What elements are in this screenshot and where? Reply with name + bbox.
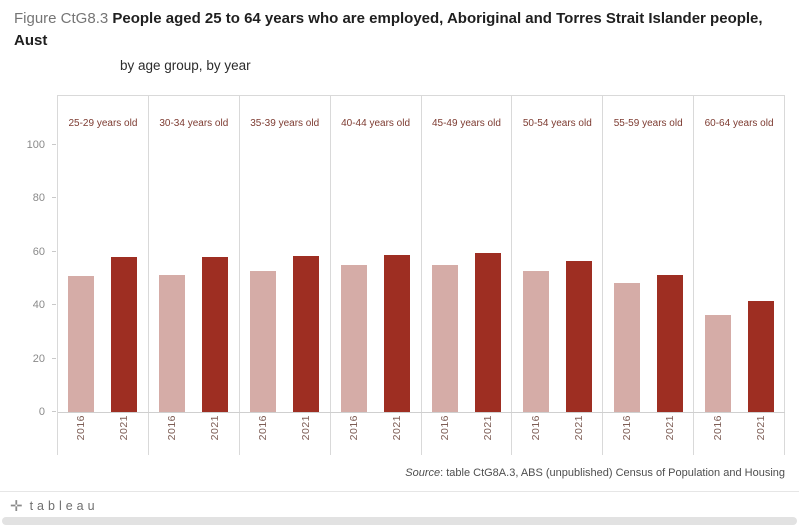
tableau-wordmark: tableau — [29, 499, 99, 513]
y-tick-mark — [52, 411, 56, 412]
year-axis-label: 2021 — [209, 415, 222, 441]
year-axis-label: 2021 — [663, 415, 676, 441]
y-tick-label: 100 — [26, 139, 45, 151]
panel-35-39-years-old: 35-39 years old 2016 2021 — [240, 96, 331, 455]
bar-2021-35-39-years-old[interactable] — [293, 255, 320, 412]
panel-25-29-years-old: 25-29 years old 2016 2021 — [58, 96, 149, 455]
year-axis-label: 2021 — [118, 415, 131, 441]
bars-row — [512, 96, 602, 412]
y-tick-mark — [52, 144, 56, 145]
bar-2016-60-64-years-old[interactable] — [704, 314, 731, 412]
bar-2021-30-34-years-old[interactable] — [202, 257, 229, 412]
bars-row — [58, 96, 148, 412]
year-labels-row: 2016 2021 — [422, 412, 512, 454]
year-axis-label: 2021 — [391, 415, 404, 441]
x-axis-baseline — [58, 412, 785, 413]
year-labels-row: 2016 2021 — [603, 412, 693, 454]
year-axis-label: 2021 — [572, 415, 585, 441]
chart-title: Figure CtG8.3 People aged 25 to 64 years… — [14, 8, 790, 77]
bar-2016-40-44-years-old[interactable] — [341, 265, 368, 412]
figure-title: People aged 25 to 64 years who are emplo… — [14, 10, 763, 49]
panel-header-label: 60-64 years old — [704, 118, 774, 129]
year-labels-row: 2016 2021 — [512, 412, 602, 454]
bar-2016-25-29-years-old[interactable] — [68, 275, 95, 412]
footer-divider — [0, 491, 799, 492]
panel-50-54-years-old: 50-54 years old 2016 2021 — [512, 96, 604, 455]
year-labels-row: 2016 2021 — [149, 412, 239, 454]
y-tick-mark — [52, 197, 56, 199]
bar-2016-35-39-years-old[interactable] — [250, 270, 277, 412]
source-note: Source: table CtG8A.3, ABS (unpublished)… — [405, 467, 785, 479]
panel-60-64-years-old: 60-64 years old 2016 2021 — [694, 96, 785, 455]
y-tick-label: 40 — [32, 299, 45, 312]
year-labels-row: 2016 2021 — [331, 412, 421, 454]
year-axis-label: 2021 — [481, 415, 494, 441]
year-axis-label: 2021 — [300, 415, 313, 441]
panel-40-44-years-old: 40-44 years old 2016 2021 — [331, 96, 422, 455]
year-axis-label: 2016 — [529, 415, 542, 441]
panel-header-label: 40-44 years old — [341, 118, 411, 129]
bar-2021-50-54-years-old[interactable] — [565, 261, 592, 412]
year-axis-label: 2016 — [75, 415, 88, 441]
bar-2016-55-59-years-old[interactable] — [613, 282, 640, 412]
y-tick-label: 0 — [38, 406, 45, 418]
horizontal-scrollbar[interactable] — [2, 517, 797, 525]
bars-row — [422, 96, 512, 412]
bars-row — [694, 96, 784, 412]
panel-45-49-years-old: 45-49 years old 2016 2021 — [422, 96, 513, 455]
source-text: : table CtG8A.3, ABS (unpublished) Censu… — [440, 467, 785, 479]
panel-header-label: 45-49 years old — [431, 118, 501, 129]
panel-header-label: 55-59 years old — [613, 118, 683, 129]
year-axis-label: 2016 — [620, 415, 633, 441]
bar-2021-25-29-years-old[interactable] — [111, 257, 138, 412]
panel-header-label: 25-29 years old — [68, 118, 138, 129]
panel-55-59-years-old: 55-59 years old 2016 2021 — [603, 96, 695, 455]
year-axis-label: 2016 — [438, 415, 451, 441]
y-tick-mark — [52, 304, 56, 306]
y-tick-label: 80 — [32, 192, 45, 205]
year-axis-label: 2016 — [257, 415, 270, 441]
panel-header-label: 35-39 years old — [250, 118, 320, 129]
panel-30-34-years-old: 30-34 years old 2016 2021 — [149, 96, 240, 455]
y-tick-mark — [52, 357, 56, 359]
bar-2016-30-34-years-old[interactable] — [159, 274, 186, 412]
bar-2021-60-64-years-old[interactable] — [747, 301, 774, 412]
year-labels-row: 2016 2021 — [58, 412, 148, 454]
source-label: Source — [405, 467, 441, 479]
tableau-mark-icon: ✛ — [10, 497, 23, 515]
tableau-logo-link[interactable]: ✛ tableau — [10, 495, 99, 517]
bar-2021-55-59-years-old[interactable] — [656, 274, 683, 412]
bars-row — [331, 96, 421, 412]
panel-header-label: 30-34 years old — [159, 118, 229, 129]
y-axis: 0 20 40 60 80 100 — [0, 95, 57, 418]
bars-row — [149, 96, 239, 412]
y-tick-mark — [52, 250, 56, 252]
bar-2016-45-49-years-old[interactable] — [431, 265, 458, 412]
chart-subtitle: by age group, by year — [120, 58, 251, 73]
year-axis-label: 2016 — [711, 415, 724, 441]
year-labels-row: 2016 2021 — [694, 412, 784, 454]
y-tick-label: 60 — [32, 245, 45, 258]
bars-row — [240, 96, 330, 412]
bar-2021-45-49-years-old[interactable] — [474, 253, 501, 412]
panels: 25-29 years old 2016 2021 30-34 years old 20… — [58, 96, 785, 455]
year-labels-row: 2016 2021 — [240, 412, 330, 454]
panel-header-label: 50-54 years old — [522, 118, 592, 129]
bars-row — [603, 96, 693, 412]
figure-number: Figure CtG8.3 — [14, 10, 113, 27]
year-axis-label: 2021 — [754, 415, 767, 441]
year-axis-label: 2016 — [348, 415, 361, 441]
bar-2021-40-44-years-old[interactable] — [384, 254, 411, 412]
year-axis-label: 2016 — [166, 415, 179, 441]
chart-area: 25-29 years old 2016 2021 30-34 years old 20… — [57, 95, 785, 455]
y-tick-label: 20 — [32, 352, 45, 365]
bar-2016-50-54-years-old[interactable] — [522, 270, 549, 412]
